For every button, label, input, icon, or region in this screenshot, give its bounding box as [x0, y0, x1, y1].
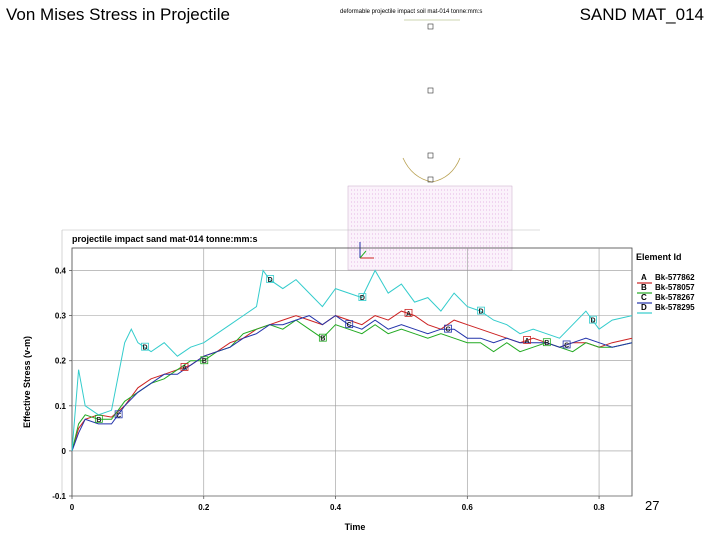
series-marker-label: C — [116, 412, 121, 419]
series-marker-label: C — [347, 322, 352, 329]
axis-ticks: 0 0.2 0.4 0.6 0.8 -0.1 0 0.1 0.2 0.3 0.4 — [52, 267, 605, 512]
series-marker-label: B — [320, 336, 325, 343]
y-tick-label: 0 — [62, 447, 67, 456]
slide-subtitle: SAND MAT_014 — [579, 5, 704, 24]
y-tick-label: 0.1 — [55, 402, 67, 411]
inset-axes-triad — [359, 242, 374, 259]
x-tick-label: 0.6 — [462, 503, 474, 512]
series-marker-d — [589, 315, 597, 324]
legend-letter: A — [641, 273, 647, 282]
series-marker-label: A — [182, 365, 187, 372]
x-tick-label: 0.2 — [198, 503, 210, 512]
y-axis-label: Effective Stress (v-m) — [22, 336, 32, 428]
inset-marker — [427, 87, 434, 94]
soil-mesh-grid — [351, 189, 508, 267]
grid — [72, 248, 632, 497]
series-marker-label: B — [202, 358, 207, 365]
series-marker-label: A — [525, 338, 530, 345]
series-marker-label: B — [96, 417, 101, 424]
legend-entry-label: Bk-577862 — [655, 273, 695, 282]
series-marker-b — [200, 356, 209, 365]
series-marker-d — [477, 306, 485, 315]
soil-mesh — [347, 185, 513, 271]
legend-title: Element Id — [636, 252, 682, 262]
series-marker-a — [180, 363, 189, 371]
page-number: 27 — [645, 498, 660, 513]
y-tick-label: 0.3 — [55, 312, 67, 321]
series-marker-label: D — [590, 318, 595, 325]
series-marker-label: D — [142, 345, 147, 352]
series-markers: A A A B B B B C C C C D D D D D — [94, 275, 597, 424]
legend-entry-label: Bk-578295 — [655, 303, 695, 312]
mesh-inset: deformable projectile impact soil mat-01… — [340, 9, 513, 271]
series-line-b — [71, 319, 633, 452]
legend: A Bk-577862 B Bk-578057 C Bk-578267 D Bk-578295 — [637, 273, 695, 314]
series-line-d — [71, 269, 633, 451]
series-marker-label: D — [478, 309, 483, 316]
series-marker-label: C — [564, 342, 569, 349]
series-marker-label: C — [445, 327, 450, 334]
series-marker-label: B — [544, 340, 549, 347]
series-marker-c — [345, 320, 354, 329]
legend-letter: C — [641, 293, 647, 302]
series-marker-label: A — [406, 311, 411, 318]
inset-title: deformable projectile impact soil mat-01… — [340, 9, 482, 15]
legend-entry-label: Bk-578267 — [655, 293, 695, 302]
legend-letter: B — [641, 283, 647, 292]
series-marker-d — [141, 342, 149, 351]
series-marker-b — [94, 414, 103, 423]
x-axis-label: Time — [345, 522, 366, 532]
inset-marker — [427, 152, 434, 159]
inset-marker — [427, 176, 434, 183]
series-marker-c — [114, 410, 123, 419]
series-marker-label: D — [268, 277, 273, 284]
series-marker-label: D — [360, 295, 365, 302]
legend-letter: D — [641, 303, 647, 312]
inset-marker — [427, 23, 434, 30]
series-marker-c — [562, 340, 571, 349]
mesh-dots — [351, 189, 508, 267]
series-marker-d — [358, 293, 367, 302]
legend-entry-label: Bk-578057 — [655, 283, 695, 292]
series-marker-d — [266, 275, 275, 283]
chart-title: projectile impact sand mat-014 tonne:mm:… — [72, 234, 258, 244]
plot-area — [71, 247, 633, 497]
series-marker-b — [542, 338, 551, 347]
series-marker-b — [318, 333, 327, 342]
x-tick-label: 0.4 — [330, 503, 342, 512]
slide-title: Von Mises Stress in Projectile — [6, 5, 230, 24]
series-line-c — [71, 314, 633, 452]
x-tick-label: 0 — [70, 503, 75, 512]
series-marker-a — [523, 336, 531, 344]
y-tick-label: 0.4 — [55, 267, 67, 276]
series-marker-c — [444, 324, 452, 333]
y-tick-label: 0.2 — [55, 357, 67, 366]
projectile-outline — [402, 157, 461, 183]
series-lines — [71, 269, 633, 452]
x-tick-label: 0.8 — [593, 503, 605, 512]
y-tick-label: -0.1 — [52, 492, 66, 501]
series-marker-a — [404, 308, 413, 317]
series-line-a — [71, 310, 633, 452]
